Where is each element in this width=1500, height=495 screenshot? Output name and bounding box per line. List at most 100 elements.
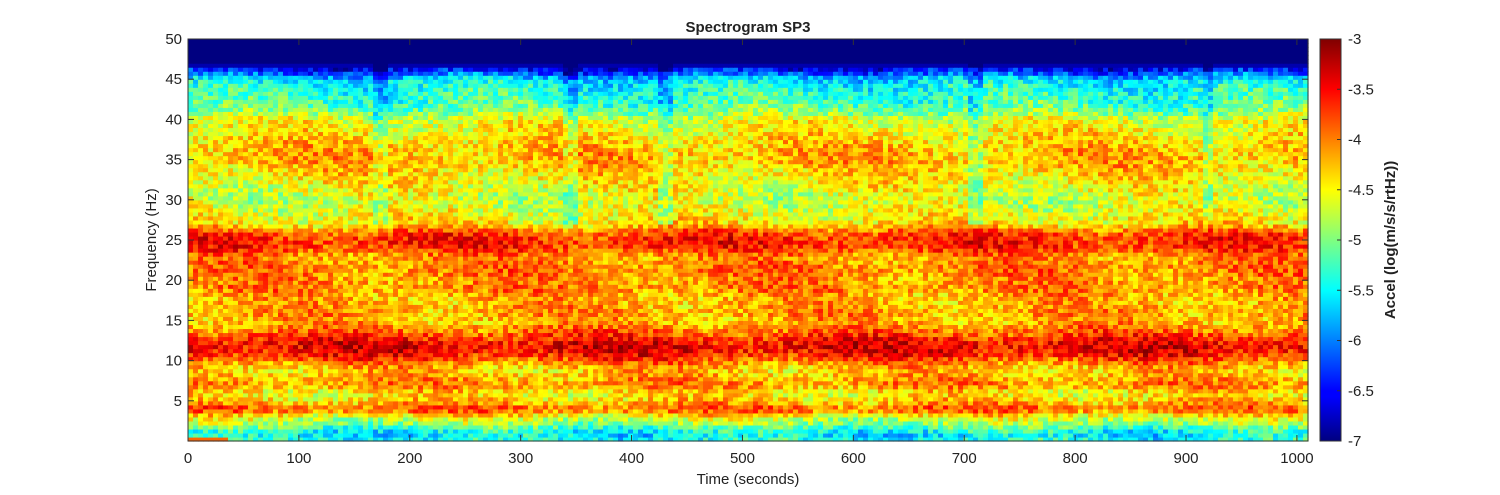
heatmap-cell — [928, 353, 934, 358]
heatmap-cell — [688, 365, 694, 370]
heatmap-cell — [933, 401, 939, 406]
heatmap-cell — [433, 361, 439, 366]
heatmap-cell — [1118, 353, 1124, 358]
heatmap-cell — [613, 413, 619, 418]
heatmap-cell — [638, 413, 644, 418]
heatmap-cell — [778, 353, 784, 358]
heatmap-cell — [1248, 421, 1254, 426]
heatmap-cell — [693, 389, 699, 394]
heatmap-cell — [923, 413, 929, 418]
heatmap-cell — [1148, 433, 1154, 438]
heatmap-cell — [258, 365, 264, 370]
heatmap-cell — [743, 409, 749, 414]
heatmap-cell — [1183, 421, 1189, 426]
heatmap-cell — [828, 385, 834, 390]
heatmap-cell — [1163, 385, 1169, 390]
heatmap-cell — [203, 353, 209, 358]
heatmap-cell — [828, 381, 834, 386]
heatmap-cell — [333, 413, 339, 418]
heatmap-cell — [498, 365, 504, 370]
heatmap-cell — [1133, 413, 1139, 418]
heatmap-cell — [598, 353, 604, 358]
heatmap-cell — [318, 413, 324, 418]
heatmap-cell — [443, 357, 449, 362]
heatmap-cell — [223, 377, 229, 382]
heatmap-cell — [1208, 373, 1214, 378]
heatmap-cell — [1053, 409, 1059, 414]
heatmap-cell — [848, 357, 854, 362]
heatmap-cell — [483, 417, 489, 422]
heatmap-cell — [473, 373, 479, 378]
heatmap-cell — [798, 385, 804, 390]
heatmap-cell — [603, 405, 609, 410]
heatmap-cell — [533, 429, 539, 434]
heatmap-cell — [603, 397, 609, 402]
heatmap-cell — [878, 357, 884, 362]
heatmap-cell — [238, 385, 244, 390]
heatmap-cell — [1013, 353, 1019, 358]
heatmap-cell — [868, 433, 874, 438]
heatmap-cell — [388, 409, 394, 414]
heatmap-cell — [588, 409, 594, 414]
heatmap-cell — [1178, 373, 1184, 378]
heatmap-cell — [643, 433, 649, 438]
heatmap-cell — [1158, 421, 1164, 426]
heatmap-cell — [703, 405, 709, 410]
heatmap-cell — [533, 405, 539, 410]
heatmap-cell — [283, 413, 289, 418]
heatmap-cell — [548, 413, 554, 418]
heatmap-cell — [568, 353, 574, 358]
heatmap-cell — [428, 409, 434, 414]
heatmap-cell — [618, 425, 624, 430]
heatmap-cell — [1198, 401, 1204, 406]
heatmap-cell — [1003, 393, 1009, 398]
heatmap-cell — [303, 373, 309, 378]
heatmap-cell — [703, 373, 709, 378]
heatmap-cell — [798, 409, 804, 414]
heatmap-cell — [613, 401, 619, 406]
heatmap-cell — [663, 409, 669, 414]
heatmap-cell — [713, 385, 719, 390]
heatmap-cell — [538, 393, 544, 398]
heatmap-cell — [1008, 409, 1014, 414]
heatmap-cell — [288, 429, 294, 434]
heatmap-cell — [543, 405, 549, 410]
heatmap-cell — [748, 389, 754, 394]
heatmap-cell — [993, 393, 999, 398]
heatmap-cell — [1223, 421, 1229, 426]
heatmap-cell — [238, 361, 244, 366]
heatmap-cell — [1278, 433, 1284, 438]
heatmap-cell — [238, 417, 244, 422]
heatmap-cell — [463, 429, 469, 434]
heatmap-cell — [558, 361, 564, 366]
heatmap-cell — [1198, 353, 1204, 358]
heatmap-cell — [1123, 409, 1129, 414]
heatmap-cell — [663, 413, 669, 418]
heatmap-cell — [573, 397, 579, 402]
heatmap-cell — [1178, 433, 1184, 438]
heatmap-cell — [1108, 381, 1114, 386]
heatmap-cell — [1058, 433, 1064, 438]
heatmap-cell — [608, 381, 614, 386]
heatmap-cell — [713, 393, 719, 398]
heatmap-cell — [823, 353, 829, 358]
heatmap-cell — [243, 385, 249, 390]
heatmap-cell — [838, 377, 844, 382]
heatmap-cell — [1148, 421, 1154, 426]
heatmap-cell — [498, 353, 504, 358]
heatmap-cell — [468, 425, 474, 430]
heatmap-cell — [713, 353, 719, 358]
heatmap-cell — [1243, 421, 1249, 426]
heatmap-cell — [383, 413, 389, 418]
heatmap-cell — [443, 353, 449, 358]
heatmap-cell — [1243, 389, 1249, 394]
heatmap-cell — [888, 365, 894, 370]
heatmap-cell — [608, 425, 614, 430]
heatmap-cell — [1058, 389, 1064, 394]
heatmap-cell — [518, 365, 524, 370]
heatmap-cell — [1058, 401, 1064, 406]
heatmap-cell — [603, 385, 609, 390]
heatmap-cell — [458, 393, 464, 398]
heatmap-cell — [778, 381, 784, 386]
heatmap-cell — [303, 397, 309, 402]
